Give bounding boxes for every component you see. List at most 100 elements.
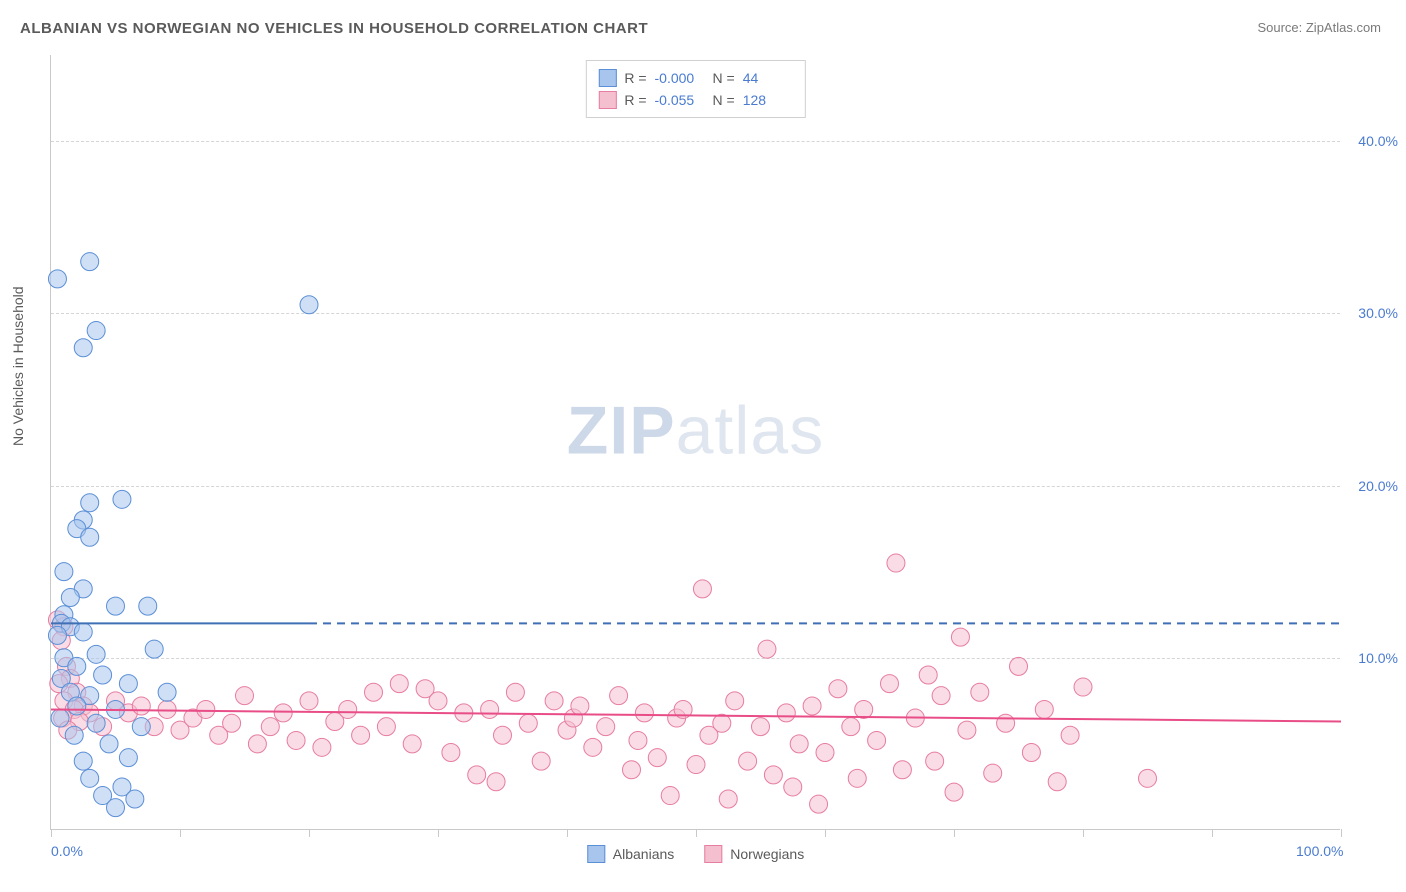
data-point bbox=[197, 700, 215, 718]
data-point bbox=[145, 640, 163, 658]
data-point bbox=[442, 744, 460, 762]
data-point bbox=[107, 799, 125, 817]
r-value-0: -0.000 bbox=[655, 70, 705, 86]
data-point bbox=[403, 735, 421, 753]
data-point bbox=[81, 769, 99, 787]
data-point bbox=[951, 628, 969, 646]
data-point bbox=[65, 726, 83, 744]
legend-stats-row-0: R = -0.000 N = 44 bbox=[598, 67, 792, 89]
data-point bbox=[571, 697, 589, 715]
x-tick bbox=[51, 829, 52, 837]
data-point bbox=[945, 783, 963, 801]
data-point bbox=[784, 778, 802, 796]
data-point bbox=[739, 752, 757, 770]
legend-label-albanians: Albanians bbox=[613, 846, 675, 862]
data-point bbox=[687, 756, 705, 774]
data-point bbox=[848, 769, 866, 787]
x-tick bbox=[1083, 829, 1084, 837]
data-point bbox=[223, 714, 241, 732]
x-tick bbox=[1212, 829, 1213, 837]
data-point bbox=[300, 692, 318, 710]
data-point bbox=[87, 322, 105, 340]
data-point bbox=[764, 766, 782, 784]
n-label: N = bbox=[713, 70, 735, 86]
legend-label-norwegians: Norwegians bbox=[730, 846, 804, 862]
data-point bbox=[236, 687, 254, 705]
data-point bbox=[623, 761, 641, 779]
data-point bbox=[519, 714, 537, 732]
x-tick bbox=[567, 829, 568, 837]
data-point bbox=[1010, 657, 1028, 675]
legend-item-norwegians: Norwegians bbox=[704, 845, 804, 863]
data-point bbox=[139, 597, 157, 615]
data-point bbox=[87, 714, 105, 732]
x-tick bbox=[954, 829, 955, 837]
data-point bbox=[661, 787, 679, 805]
data-point bbox=[584, 738, 602, 756]
plot-area: ZIPatlas 10.0%20.0%30.0%40.0% 0.0%100.0%… bbox=[50, 55, 1340, 830]
data-point bbox=[74, 623, 92, 641]
data-point bbox=[958, 721, 976, 739]
data-point bbox=[377, 718, 395, 736]
data-point bbox=[132, 718, 150, 736]
y-axis-label: No Vehicles in Household bbox=[10, 286, 26, 446]
data-point bbox=[532, 752, 550, 770]
data-point bbox=[481, 700, 499, 718]
data-point bbox=[468, 766, 486, 784]
data-point bbox=[494, 726, 512, 744]
data-point bbox=[365, 683, 383, 701]
data-point bbox=[61, 589, 79, 607]
data-point bbox=[274, 704, 292, 722]
data-point bbox=[48, 626, 66, 644]
data-point bbox=[119, 675, 137, 693]
y-tick-label: 40.0% bbox=[1358, 133, 1398, 149]
x-tick bbox=[825, 829, 826, 837]
x-tick bbox=[1341, 829, 1342, 837]
data-point bbox=[68, 697, 86, 715]
data-point bbox=[339, 700, 357, 718]
source-label: Source: ZipAtlas.com bbox=[1257, 20, 1381, 35]
data-point bbox=[752, 718, 770, 736]
data-point bbox=[81, 528, 99, 546]
data-point bbox=[829, 680, 847, 698]
data-point bbox=[107, 597, 125, 615]
legend-item-albanians: Albanians bbox=[587, 845, 675, 863]
legend-series: Albanians Norwegians bbox=[587, 845, 804, 863]
data-point bbox=[842, 718, 860, 736]
legend-swatch-norwegians bbox=[704, 845, 722, 863]
x-tick bbox=[438, 829, 439, 837]
data-point bbox=[816, 744, 834, 762]
data-point bbox=[1139, 769, 1157, 787]
legend-swatch-albanians bbox=[587, 845, 605, 863]
data-point bbox=[545, 692, 563, 710]
data-point bbox=[74, 339, 92, 357]
data-point bbox=[74, 752, 92, 770]
data-point bbox=[597, 718, 615, 736]
legend-swatch-0 bbox=[598, 69, 616, 87]
y-tick-label: 10.0% bbox=[1358, 650, 1398, 666]
data-point bbox=[1061, 726, 1079, 744]
data-point bbox=[158, 700, 176, 718]
data-point bbox=[932, 687, 950, 705]
data-point bbox=[635, 704, 653, 722]
data-point bbox=[758, 640, 776, 658]
n-label: N = bbox=[713, 92, 735, 108]
data-point bbox=[1048, 773, 1066, 791]
data-point bbox=[893, 761, 911, 779]
data-point bbox=[887, 554, 905, 572]
x-tick-label: 100.0% bbox=[1296, 843, 1343, 859]
data-point bbox=[87, 645, 105, 663]
data-point bbox=[81, 494, 99, 512]
data-point bbox=[648, 749, 666, 767]
data-point bbox=[919, 666, 937, 684]
data-point bbox=[881, 675, 899, 693]
data-point bbox=[51, 709, 69, 727]
y-tick-label: 30.0% bbox=[1358, 305, 1398, 321]
data-point bbox=[506, 683, 524, 701]
data-point bbox=[868, 731, 886, 749]
data-point bbox=[390, 675, 408, 693]
x-tick-label: 0.0% bbox=[51, 843, 83, 859]
data-point bbox=[68, 657, 86, 675]
data-point bbox=[926, 752, 944, 770]
r-value-1: -0.055 bbox=[655, 92, 705, 108]
